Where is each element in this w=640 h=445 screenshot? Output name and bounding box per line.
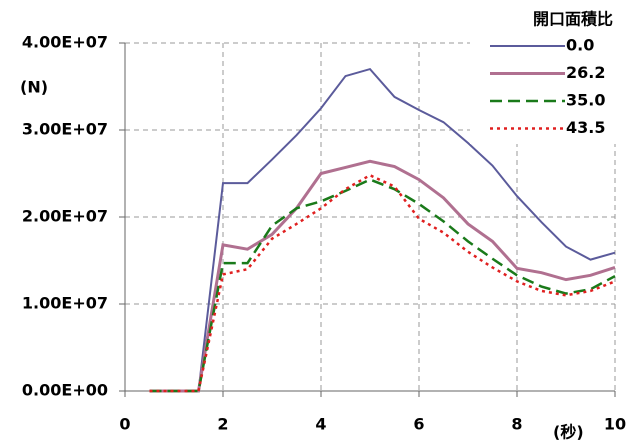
- x-tick-label: 8: [511, 415, 522, 434]
- y-axis-label: (N): [20, 78, 48, 97]
- x-axis-label: (秒): [553, 423, 584, 442]
- series-line: [149, 173, 616, 393]
- x-tick-label: 4: [315, 415, 326, 434]
- y-tick-label: 4.00E+07: [22, 33, 108, 52]
- y-tick-label: 0.00E+00: [22, 381, 108, 400]
- x-tick-label: 6: [413, 415, 424, 434]
- x-tick-label: 10: [604, 415, 626, 434]
- series-line: [149, 178, 616, 393]
- y-tick-label: 1.00E+07: [22, 294, 108, 313]
- x-tick-label: 0: [119, 415, 130, 434]
- legend-title: 開口面積比: [533, 10, 613, 29]
- legend-label: 0.0: [566, 36, 594, 55]
- y-tick-label: 2.00E+07: [22, 207, 108, 226]
- legend-label: 26.2: [566, 63, 605, 82]
- legend: 開口面積比 0.0 26.2 35.0 43.5: [470, 6, 640, 144]
- series-line: [149, 159, 616, 393]
- x-tick-label: 2: [217, 415, 228, 434]
- series-line: [149, 67, 616, 392]
- legend-label: 35.0: [566, 91, 605, 110]
- legend-label: 43.5: [566, 118, 605, 137]
- y-tick-label: 3.00E+07: [22, 120, 108, 139]
